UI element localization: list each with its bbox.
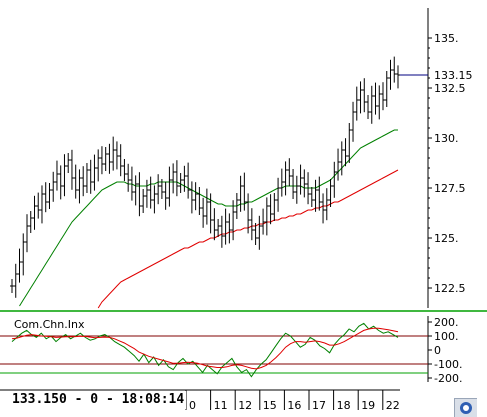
app-logo-icon[interactable] xyxy=(454,398,477,417)
osc-y-tick-label: -100. xyxy=(434,358,462,371)
date-tick-label: 11 xyxy=(214,399,228,412)
price-y-tick-label: 125. xyxy=(434,232,459,245)
ma-short-line xyxy=(19,129,398,307)
price-y-tick-label: 127.5 xyxy=(434,182,466,195)
date-tick-label: 15 xyxy=(263,399,277,412)
status-time: 18:08:14 xyxy=(121,392,185,407)
price-y-tick-label: 122.5 xyxy=(434,282,466,295)
last-price-label: 133.15 xyxy=(434,69,473,82)
price-y-tick-label: 135. xyxy=(434,32,459,45)
osc-y-tick-label: 200. xyxy=(434,316,459,329)
date-tick-label: 17 xyxy=(312,399,326,412)
cci-signal-line xyxy=(11,327,399,370)
cci-line xyxy=(11,322,399,378)
status-price: 133.150 xyxy=(12,392,67,407)
oscillator-panel: 200.100.0-100.-200. Com.Chn.Inx xyxy=(0,316,462,385)
date-tick-label: 16 xyxy=(287,399,301,412)
status-dash: - xyxy=(74,392,83,407)
osc-y-tick-label: -200. xyxy=(434,372,462,385)
oscillator-title: Com.Chn.Inx xyxy=(14,318,85,331)
status-dash-2: - xyxy=(105,392,114,407)
date-tick-label: 12 xyxy=(238,399,252,412)
price-y-tick-label: 130. xyxy=(434,132,459,145)
status-volume: 0 xyxy=(90,392,99,407)
date-tick-label: 22 xyxy=(386,399,400,412)
osc-y-tick-label: 0 xyxy=(434,344,441,357)
status-bar: 133.150 - 0 - 18:08:14 xyxy=(0,391,187,409)
price-panel: 122.5 125. 127.5 130. 132.5 135. 133.15 xyxy=(10,8,473,309)
osc-y-tick-label: 100. xyxy=(434,330,459,343)
date-tick-label: 18 xyxy=(337,399,351,412)
date-tick-label: 19 xyxy=(361,399,375,412)
price-y-tick-label: 132.5 xyxy=(434,82,466,95)
date-tick-label: 0 xyxy=(189,399,196,412)
